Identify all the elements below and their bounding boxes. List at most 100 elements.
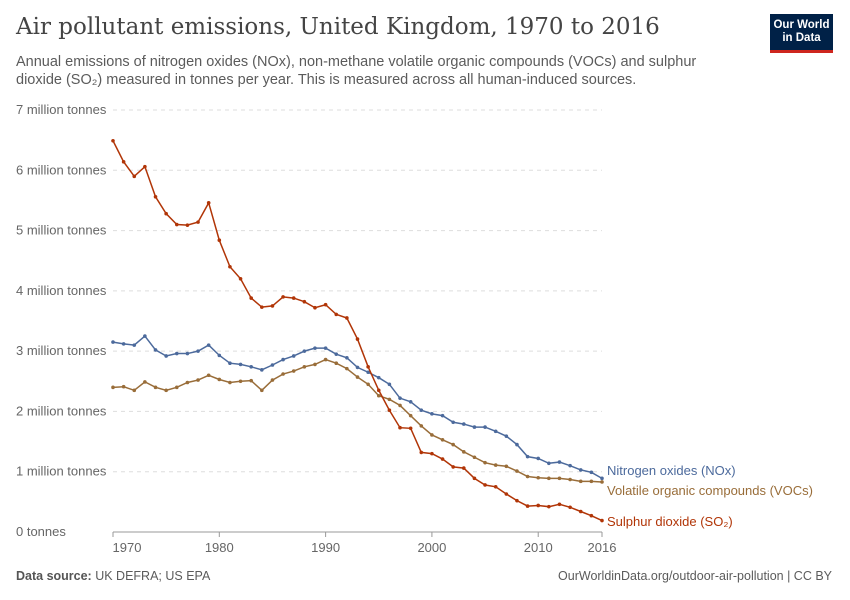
data-point bbox=[121, 384, 126, 389]
data-point bbox=[483, 460, 487, 465]
data-point bbox=[323, 357, 328, 362]
y-tick-label: 7 million tonnes bbox=[16, 102, 107, 117]
data-point bbox=[515, 469, 519, 473]
chart-subtitle: Annual emissions of nitrogen oxides (NOx… bbox=[16, 54, 697, 88]
data-point bbox=[366, 370, 370, 375]
data-point bbox=[121, 342, 126, 346]
data-point bbox=[472, 455, 477, 460]
data-point bbox=[249, 296, 253, 300]
data-point bbox=[302, 349, 307, 353]
data-point bbox=[228, 380, 232, 385]
data-point bbox=[398, 403, 402, 408]
data-point bbox=[398, 396, 402, 400]
y-tick-label: 3 million tonnes bbox=[16, 343, 107, 358]
data-point bbox=[260, 368, 264, 372]
data-point bbox=[217, 377, 222, 382]
data-point bbox=[164, 211, 168, 216]
data-point bbox=[376, 375, 381, 380]
data-point bbox=[132, 174, 137, 179]
data-point bbox=[270, 363, 275, 367]
data-point bbox=[345, 316, 349, 320]
data-point bbox=[525, 454, 530, 459]
data-point bbox=[568, 505, 572, 510]
data-point bbox=[281, 372, 285, 376]
data-point bbox=[196, 349, 200, 353]
data-point bbox=[525, 504, 530, 508]
data-point bbox=[547, 504, 551, 509]
data-point bbox=[121, 160, 126, 164]
data-point bbox=[408, 399, 413, 404]
data-point bbox=[547, 461, 551, 466]
data-point bbox=[164, 354, 168, 358]
data-point bbox=[472, 476, 477, 481]
data-point bbox=[387, 408, 392, 413]
series-label: Sulphur dioxide (SO₂) bbox=[607, 514, 733, 529]
data-point bbox=[440, 437, 445, 442]
data-point bbox=[334, 352, 339, 356]
data-point bbox=[174, 385, 179, 390]
data-point bbox=[238, 277, 243, 281]
data-point bbox=[504, 492, 509, 496]
x-tick-label: 2010 bbox=[524, 540, 553, 555]
series-label: Nitrogen oxides (NOx) bbox=[607, 463, 736, 478]
data-point bbox=[504, 434, 509, 438]
y-tick-label: 0 tonnes bbox=[16, 524, 66, 539]
data-point bbox=[185, 351, 190, 356]
data-point bbox=[302, 299, 307, 304]
data-point bbox=[430, 412, 434, 416]
data-point bbox=[547, 476, 551, 481]
data-point bbox=[578, 509, 583, 514]
series-label: Volatile organic compounds (VOCs) bbox=[607, 483, 813, 498]
data-point bbox=[557, 502, 562, 507]
data-point bbox=[111, 385, 115, 390]
y-tick-label: 5 million tonnes bbox=[16, 223, 107, 238]
source-text: UK DEFRA; US EPA bbox=[95, 569, 211, 583]
data-point bbox=[355, 365, 360, 370]
data-point bbox=[536, 475, 541, 480]
data-point bbox=[376, 388, 381, 393]
data-point bbox=[568, 463, 572, 468]
data-point bbox=[578, 468, 583, 472]
data-point bbox=[600, 476, 604, 481]
data-point bbox=[515, 442, 519, 447]
data-point bbox=[419, 450, 424, 455]
data-point bbox=[557, 460, 562, 464]
data-point bbox=[228, 361, 232, 366]
data-point bbox=[185, 380, 190, 385]
data-point bbox=[408, 426, 413, 431]
data-point bbox=[196, 378, 200, 382]
x-tick-label: 1980 bbox=[205, 540, 234, 555]
data-point bbox=[228, 264, 232, 269]
data-point bbox=[525, 474, 530, 479]
data-point bbox=[132, 343, 137, 347]
data-point bbox=[589, 513, 594, 518]
owid-logo[interactable]: Our World in Data bbox=[770, 14, 833, 53]
data-point bbox=[164, 388, 168, 393]
data-point bbox=[196, 220, 200, 224]
data-point bbox=[600, 480, 604, 484]
data-point bbox=[493, 463, 498, 467]
data-point bbox=[281, 357, 285, 362]
data-point bbox=[536, 503, 541, 508]
data-point bbox=[217, 238, 222, 243]
data-point bbox=[260, 305, 264, 309]
data-point bbox=[536, 456, 541, 461]
data-point bbox=[174, 351, 179, 356]
data-point bbox=[334, 361, 339, 366]
data-point bbox=[153, 195, 158, 199]
data-point bbox=[206, 373, 211, 378]
data-point bbox=[345, 366, 349, 371]
y-tick-label: 6 million tonnes bbox=[16, 162, 107, 177]
data-point bbox=[185, 223, 190, 227]
x-tick-label: 2000 bbox=[417, 540, 446, 555]
data-point bbox=[313, 346, 317, 350]
data-point bbox=[249, 378, 253, 383]
data-point bbox=[238, 379, 243, 384]
source-url[interactable]: OurWorldinData.org/outdoor-air-pollution… bbox=[558, 569, 832, 583]
y-tick-label: 2 million tonnes bbox=[16, 403, 107, 418]
data-point bbox=[238, 362, 243, 367]
data-point bbox=[366, 365, 370, 369]
data-point bbox=[302, 365, 307, 369]
data-point bbox=[430, 433, 434, 437]
